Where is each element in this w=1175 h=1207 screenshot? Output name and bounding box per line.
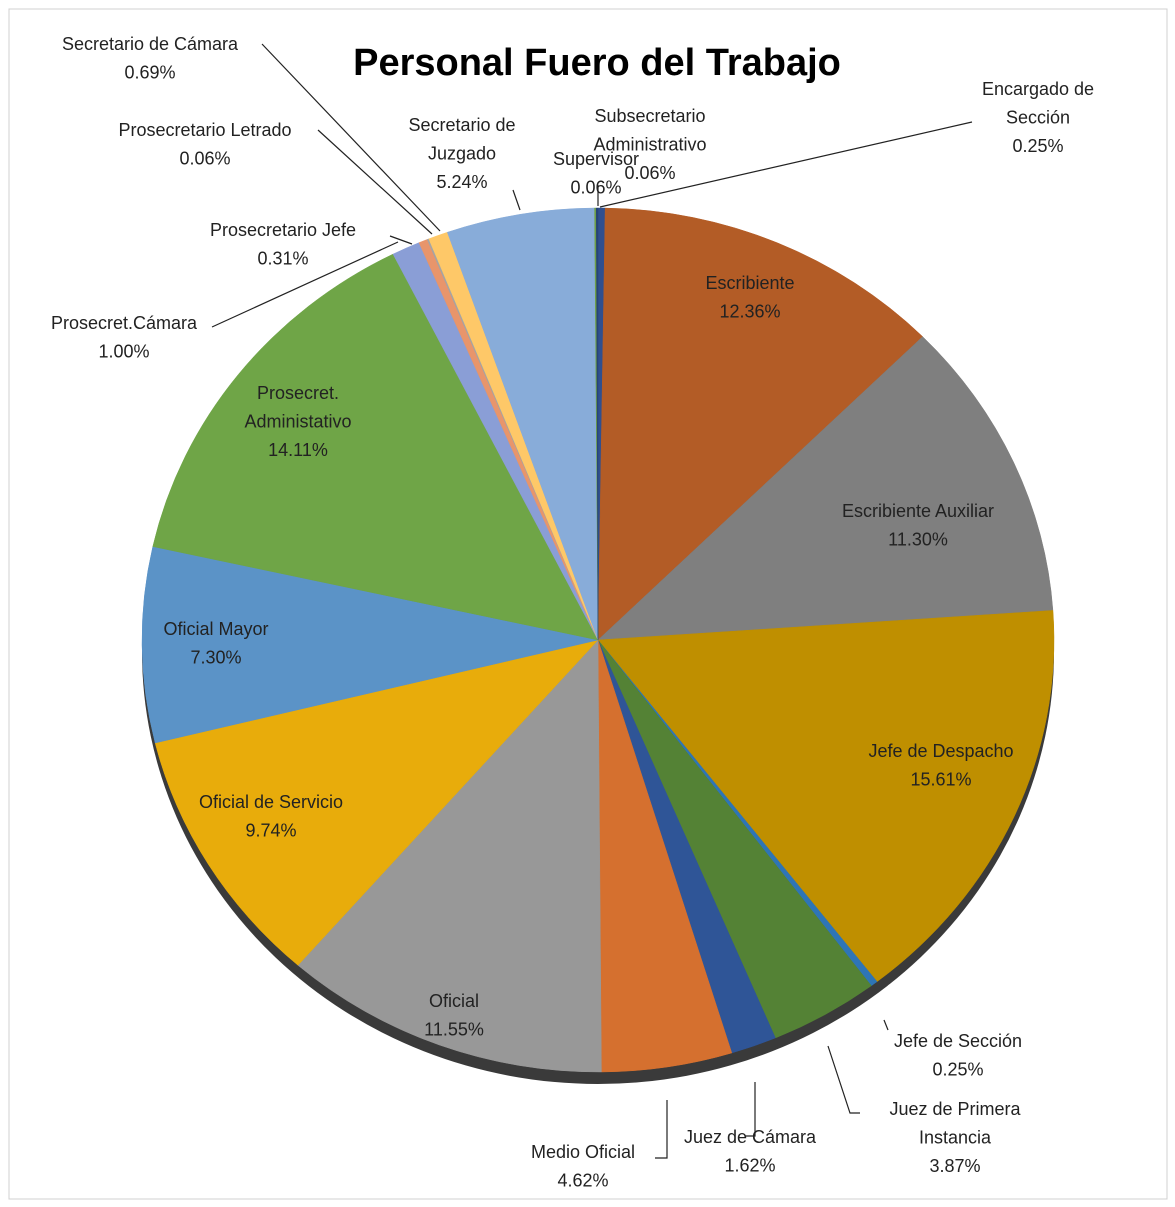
slice-value-label: 5.24%	[436, 172, 487, 192]
slice-value-label: 0.31%	[257, 249, 308, 269]
slice-label: Juez de Cámara	[684, 1127, 817, 1147]
slice-label-line: Oficial Mayor	[163, 619, 268, 639]
slice-label-line: Secretario de	[408, 115, 515, 135]
slice-label: Oficial Mayor	[163, 619, 268, 639]
slice-label: Escribiente Auxiliar	[842, 501, 994, 521]
slice-label-line: Juzgado	[428, 144, 496, 164]
slice-label-line: Encargado de	[982, 79, 1094, 99]
slice-label-line: Oficial	[429, 991, 479, 1011]
slice-label-line: Jefe de Sección	[894, 1031, 1022, 1051]
slice-value-label: 4.62%	[557, 1171, 608, 1191]
pie-slice	[596, 207, 599, 641]
slice-value-label: 0.25%	[1012, 136, 1063, 156]
slice-label-line: Administativo	[244, 412, 351, 432]
slice-value-label: 0.06%	[624, 163, 675, 183]
slice-label: Prosecretario Letrado	[118, 120, 291, 140]
slice-value-label: 0.06%	[570, 178, 621, 198]
pie-slice	[141, 546, 599, 744]
slice-value-label: 0.69%	[124, 63, 175, 83]
slice-label: Supervisor	[553, 149, 639, 169]
pie-slice	[597, 207, 924, 641]
pie-slice	[152, 253, 599, 641]
leader-line	[317, 129, 433, 235]
leader-line	[599, 121, 973, 208]
slice-value-label: 11.30%	[888, 530, 948, 550]
leader-line	[389, 235, 413, 245]
slice-value-label: 1.00%	[98, 342, 149, 362]
slice-label-line: Jefe de Despacho	[868, 741, 1013, 761]
slice-label-line: Supervisor	[553, 149, 639, 169]
slice-label-line: Prosecretario Jefe	[210, 220, 356, 240]
slice-label-line: Medio Oficial	[531, 1142, 635, 1162]
slice-value-label: 7.30%	[190, 648, 241, 668]
slice-value-label: 12.36%	[719, 302, 780, 322]
slice-value-label: 3.87%	[929, 1156, 980, 1176]
leader-line	[745, 1082, 756, 1137]
slice-label: Prosecretario Jefe	[210, 220, 356, 240]
slice-label: Medio Oficial	[531, 1142, 635, 1162]
slice-label-line: Escribiente Auxiliar	[842, 501, 994, 521]
slice-label: Prosecret. Administativo	[244, 383, 351, 432]
leader-line	[211, 241, 399, 328]
slice-label: Subsecretario Administrativo	[593, 106, 706, 155]
slice-label: Jefe de Despacho	[868, 741, 1013, 761]
slice-label-line: Sección	[1006, 108, 1070, 128]
slice-label-line: Subsecretario	[594, 106, 705, 126]
slice-label: Oficial	[429, 991, 479, 1011]
slice-label-line: Instancia	[919, 1128, 992, 1148]
slice-label: Secretario de Juzgado	[408, 115, 515, 164]
pie-slice	[597, 610, 1055, 983]
slice-value-label: 11.55%	[424, 1020, 484, 1040]
slice-label-line: Prosecret.	[257, 383, 339, 403]
leader-line	[883, 1019, 889, 1031]
slice-value-label: 14.11%	[268, 440, 328, 460]
slice-value-label: 9.74%	[245, 821, 296, 841]
chart-title: Personal Fuero del Trabajo	[353, 42, 841, 84]
slice-value-label: 15.61%	[910, 770, 971, 790]
pie-slice	[446, 207, 599, 641]
slice-label-line: Juez de Primera	[889, 1099, 1021, 1119]
slice-label-line: Secretario de Cámara	[62, 34, 239, 54]
slice-label: Secretario de Cámara	[62, 34, 239, 54]
slice-label-line: Administrativo	[593, 135, 706, 155]
slice-label: Oficial de Servicio	[199, 792, 343, 812]
slice-label-line: Escribiente	[705, 273, 794, 293]
slice-label-line: Oficial de Servicio	[199, 792, 343, 812]
slice-label: Encargado de Sección	[982, 79, 1094, 128]
slice-label-line: Prosecret.Cámara	[51, 313, 198, 333]
slice-label: Prosecret.Cámara	[51, 313, 198, 333]
leader-line	[827, 1045, 860, 1114]
leader-line	[512, 189, 521, 211]
leader-line	[655, 1100, 668, 1159]
slice-label-line: Juez de Cámara	[684, 1127, 817, 1147]
pie-slice	[297, 639, 602, 1073]
pie-slice	[154, 639, 599, 966]
slice-label: Jefe de Sección	[894, 1031, 1022, 1051]
slice-label: Escribiente	[705, 273, 794, 293]
slice-value-label: 0.06%	[179, 149, 230, 169]
slice-label: Juez de Primera Instancia	[889, 1099, 1021, 1148]
slice-value-label: 1.62%	[724, 1156, 775, 1176]
slice-label-line: Prosecretario Letrado	[118, 120, 291, 140]
leader-line	[261, 43, 441, 232]
slice-value-label: 0.25%	[932, 1060, 983, 1080]
pie-slice	[597, 336, 1054, 641]
